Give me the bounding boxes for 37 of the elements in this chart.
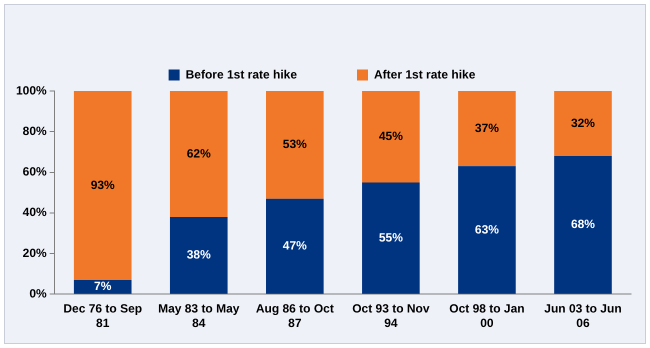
bar: [266, 91, 324, 199]
data-label: 37%: [474, 120, 500, 135]
data-label: 38%: [186, 248, 212, 262]
bar: [458, 166, 516, 294]
bar: [554, 91, 612, 156]
y-tick-label: 60%: [22, 164, 48, 179]
x-tick-label: May 83 to May 84: [158, 302, 240, 330]
data-label: 7%: [94, 279, 112, 294]
bar: [554, 156, 612, 294]
x-tick-label: Oct 93 to Nov 94: [352, 302, 430, 330]
data-label: 68%: [570, 217, 596, 232]
y-tick-label: 100%: [16, 83, 48, 98]
x-tick-label: Jun 03 to Jun 06: [544, 302, 622, 330]
x-tick-label: Oct 98 to Jan 00: [449, 302, 525, 330]
data-label: 62%: [186, 146, 212, 160]
y-tick-label: 80%: [22, 124, 48, 138]
bar: [170, 91, 228, 217]
data-label: 63%: [474, 222, 500, 236]
bar: [362, 182, 420, 294]
legend-label: Before 1st rate hike: [186, 67, 298, 82]
bar: [74, 91, 132, 280]
data-label: 45%: [378, 129, 404, 144]
data-label: 55%: [378, 230, 404, 244]
data-label: 47%: [282, 238, 308, 253]
y-tick-label: 20%: [22, 246, 48, 260]
y-tick-label: 40%: [22, 205, 48, 220]
data-label: 32%: [570, 116, 596, 130]
legend-label: After 1st rate hike: [374, 67, 476, 82]
x-tick-label: Aug 86 to Oct 87: [256, 302, 334, 330]
bar: [266, 198, 324, 294]
x-tick-label: Dec 76 to Sep 81: [63, 302, 142, 330]
bar: [458, 91, 516, 166]
bar: [170, 216, 228, 294]
bar: [362, 91, 420, 182]
y-tick-label: 0%: [29, 286, 48, 301]
data-label: 93%: [90, 178, 116, 192]
data-label: 53%: [282, 137, 308, 152]
